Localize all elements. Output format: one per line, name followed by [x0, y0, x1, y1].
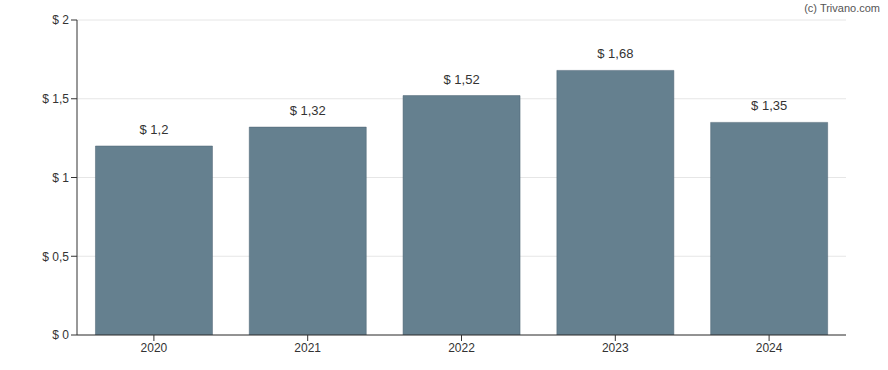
svg-text:$ 0: $ 0 — [52, 328, 69, 342]
svg-text:$ 1,52: $ 1,52 — [443, 72, 479, 87]
svg-text:$ 0,5: $ 0,5 — [42, 250, 69, 264]
svg-text:2020: 2020 — [141, 341, 168, 355]
svg-text:2023: 2023 — [602, 341, 629, 355]
svg-text:$ 2: $ 2 — [52, 13, 69, 27]
svg-text:$ 1,5: $ 1,5 — [42, 92, 69, 106]
svg-text:$ 1,2: $ 1,2 — [139, 122, 168, 137]
svg-text:$ 1,35: $ 1,35 — [751, 98, 787, 113]
svg-text:$ 1,68: $ 1,68 — [597, 46, 633, 61]
svg-text:2022: 2022 — [448, 341, 475, 355]
svg-text:2021: 2021 — [294, 341, 321, 355]
html-text:(c) Trivano.com: (c) Trivano.com — [804, 2, 880, 14]
svg-text:2024: 2024 — [756, 341, 783, 355]
svg-text:$ 1,32: $ 1,32 — [290, 103, 326, 118]
svg-text:$ 1: $ 1 — [52, 171, 69, 185]
